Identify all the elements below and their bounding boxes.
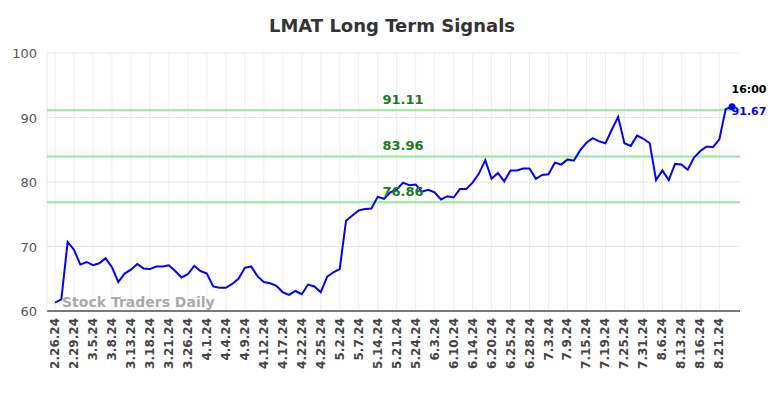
x-tick-label: 4.17.24 bbox=[276, 318, 290, 369]
grid-line-x bbox=[111, 53, 112, 311]
x-tick-label: 4.25.24 bbox=[314, 318, 328, 369]
x-tick-label: 6.10.24 bbox=[447, 318, 461, 369]
x-tick-label: 4.4.24 bbox=[219, 318, 233, 361]
grid-line-x bbox=[320, 53, 321, 311]
grid-line-x bbox=[529, 53, 530, 311]
grid-line-x bbox=[662, 53, 663, 311]
y-tick-label: 100 bbox=[12, 46, 37, 61]
x-tick-label: 5.7.24 bbox=[352, 318, 366, 361]
grid-line-x bbox=[130, 53, 131, 311]
grid-line-x bbox=[377, 53, 378, 311]
x-tick-label: 2.26.24 bbox=[48, 318, 62, 369]
x-tick-label: 3.26.24 bbox=[181, 318, 195, 369]
x-tick-label: 8.6.24 bbox=[655, 318, 669, 361]
x-tick-label: 7.15.24 bbox=[579, 318, 593, 369]
x-tick-label: 8.21.24 bbox=[712, 318, 726, 369]
x-tick-label: 3.8.24 bbox=[105, 318, 119, 361]
x-tick-label: 4.1.24 bbox=[200, 318, 214, 361]
grid-line-x bbox=[567, 53, 568, 311]
x-tick-label: 4.9.24 bbox=[238, 318, 252, 361]
x-tick-label: 5.21.24 bbox=[390, 318, 404, 369]
grid-line-x bbox=[681, 53, 682, 311]
grid-line-x bbox=[510, 53, 511, 311]
plot bbox=[47, 103, 740, 302]
x-tick-label: 4.22.24 bbox=[295, 318, 309, 369]
grid-line-x bbox=[73, 53, 74, 311]
x-tick-label: 3.13.24 bbox=[124, 318, 138, 369]
time-label: 16:00 bbox=[731, 83, 766, 96]
grid-line-x bbox=[434, 53, 435, 311]
x-tick-label: 8.13.24 bbox=[674, 318, 688, 369]
watermark: Stock Traders Daily bbox=[62, 294, 215, 310]
grid-line-x bbox=[700, 53, 701, 311]
title: LMAT Long Term Signals bbox=[269, 15, 515, 36]
x-tick-label: 3.21.24 bbox=[162, 318, 176, 369]
grid-line-x bbox=[206, 53, 207, 311]
x-tick-label: 5.2.24 bbox=[333, 318, 347, 361]
price-line bbox=[55, 107, 732, 303]
grid-line-x bbox=[339, 53, 340, 311]
y-tick-label: 90 bbox=[20, 111, 37, 126]
grid-line-x bbox=[586, 53, 587, 311]
grid-line bbox=[47, 53, 740, 54]
x-tick-label: 6.20.24 bbox=[485, 318, 499, 369]
grid-line-x bbox=[548, 53, 549, 311]
grid-line-x bbox=[719, 53, 720, 311]
y-tick-label: 70 bbox=[20, 240, 37, 255]
grid-line-x bbox=[643, 53, 644, 311]
grid-line-x bbox=[282, 53, 283, 311]
x-tick-label: 6.25.24 bbox=[504, 318, 518, 369]
grid-line bbox=[47, 311, 740, 312]
grid-line-x bbox=[149, 53, 150, 311]
reference-label: 91.11 bbox=[382, 92, 423, 107]
grid-line bbox=[47, 182, 740, 183]
reference-line bbox=[47, 155, 740, 157]
x-tick-label: 7.3.24 bbox=[542, 318, 556, 361]
x-tick-label: 6.28.24 bbox=[523, 318, 537, 369]
x-tick-label: 5.14.24 bbox=[371, 318, 385, 369]
grid-line-x bbox=[92, 53, 93, 311]
x-tick-label: 7.25.24 bbox=[617, 318, 631, 369]
grid-line-x bbox=[358, 53, 359, 311]
x-tick-label: 3.18.24 bbox=[143, 318, 157, 369]
x-tick-label: 3.5.24 bbox=[86, 318, 100, 361]
grid-line-x bbox=[453, 53, 454, 311]
reference-line bbox=[47, 109, 740, 111]
y-tick-label: 60 bbox=[20, 304, 37, 319]
x-tick-label: 4.12.24 bbox=[257, 318, 271, 369]
x-tick-label: 2.29.24 bbox=[67, 318, 81, 369]
x-tick-label: 8.16.24 bbox=[693, 318, 707, 369]
grid-line-x bbox=[168, 53, 169, 311]
x-tick-label: 5.24.24 bbox=[409, 318, 423, 369]
last-value-label: 91.67 bbox=[732, 105, 767, 118]
grid-line-x bbox=[605, 53, 606, 311]
grid-line-x bbox=[624, 53, 625, 311]
x-tick-label: 7.9.24 bbox=[560, 318, 574, 361]
reference-line bbox=[47, 201, 740, 203]
grid-line-x bbox=[491, 53, 492, 311]
grid-line-x bbox=[225, 53, 226, 311]
grid-line bbox=[47, 117, 740, 118]
reference-label: 76.86 bbox=[382, 184, 423, 199]
grid-line-x bbox=[244, 53, 245, 311]
x-tick-label: 6.14.24 bbox=[466, 318, 480, 369]
grid-line-x bbox=[263, 53, 264, 311]
grid-line bbox=[47, 246, 740, 247]
y-tick-label: 80 bbox=[20, 175, 37, 190]
x-tick-label: 7.19.24 bbox=[598, 318, 612, 369]
y-axis bbox=[47, 53, 48, 311]
grid-line-x bbox=[55, 53, 56, 311]
grid-line-x bbox=[301, 53, 302, 311]
x-axis bbox=[47, 310, 740, 311]
x-tick-label: 7.31.24 bbox=[636, 318, 650, 369]
x-tick-label: 6.3.24 bbox=[428, 318, 442, 361]
chart: LMAT Long Term Signals 60 70 80 90 100 2.26.24… bbox=[0, 0, 784, 398]
reference-label: 83.96 bbox=[382, 138, 423, 153]
